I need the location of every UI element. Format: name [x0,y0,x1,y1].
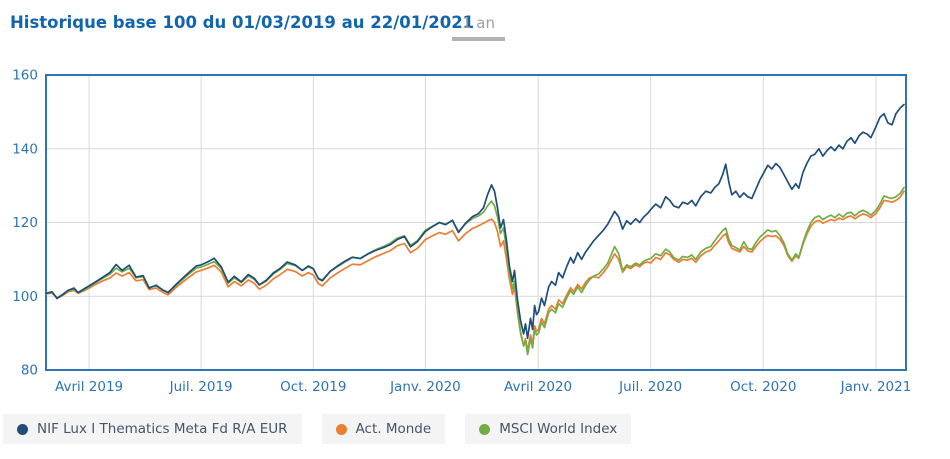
msci-series-dot-icon [479,423,491,435]
y-tick-label: 80 [21,363,38,379]
act-monde-series-dot-icon [335,423,347,435]
tab-active-indicator [452,37,505,41]
y-tick-label: 140 [12,141,38,157]
x-tick-label: Juil. 2019 [169,379,233,395]
x-tick-label: Oct. 2020 [730,379,796,395]
legend-item-nif[interactable]: NIF Lux I Thematics Meta Fd R/A EUR [3,414,302,444]
y-tick-label: 120 [12,215,38,231]
legend-item-msci[interactable]: MSCI World Index [465,414,632,444]
legend-label-nif: NIF Lux I Thematics Meta Fd R/A EUR [37,421,288,437]
x-tick-label: Janv. 2021 [840,379,912,395]
x-tick-label: Avril 2019 [55,379,123,395]
series-line-nif [45,103,905,340]
tab-period-1an[interactable]: 1 an [461,14,495,32]
y-tick-label: 100 [12,289,38,305]
x-tick-label: Avril 2020 [504,379,572,395]
legend-label-act-monde: Act. Monde [355,421,432,437]
plot-border [45,74,907,371]
y-tick-label: 160 [12,68,38,84]
page-title: Historique base 100 du 01/03/2019 au 22/… [10,13,475,32]
x-tick-label: Janv. 2020 [389,379,461,395]
x-tick-label: Juil. 2020 [618,379,682,395]
chart-legend: NIF Lux I Thematics Meta Fd R/A EUR Act.… [3,414,632,444]
legend-label-msci: MSCI World Index [499,421,618,437]
series-line-msci [45,186,905,356]
legend-item-act-monde[interactable]: Act. Monde [321,414,446,444]
nif-series-dot-icon [17,423,28,435]
x-tick-label: Oct. 2019 [280,379,346,395]
